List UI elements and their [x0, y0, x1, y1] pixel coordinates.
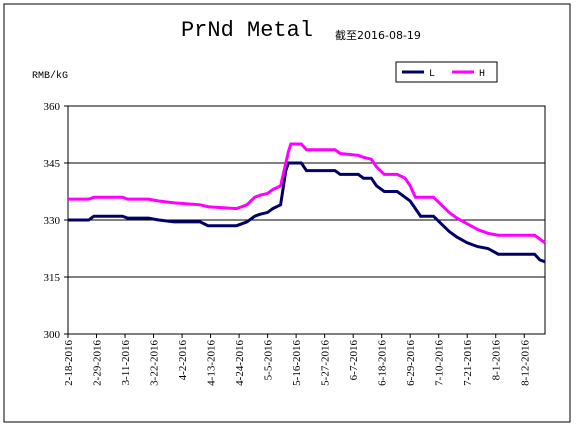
y-tick-label: 360 [44, 101, 61, 113]
x-tick-label: 4-2-2016 [177, 340, 189, 381]
y-tick-label: 315 [44, 272, 61, 284]
y-tick-label: 300 [44, 329, 61, 341]
legend-label: L [429, 69, 435, 80]
x-tick-label: 5-5-2016 [263, 340, 275, 381]
x-tick-label: 2-29-2016 [92, 340, 104, 386]
x-tick-label: 2-18-2016 [63, 340, 75, 386]
x-tick-label: 3-22-2016 [149, 340, 161, 386]
series-line [68, 142, 546, 245]
x-tick-label: 3-11-2016 [120, 340, 132, 386]
chart-subtitle: 截至2016-08-19 [335, 28, 421, 42]
x-tick-label: 6-18-2016 [377, 340, 389, 386]
legend-label: H [479, 69, 485, 80]
y-tick-label: 330 [44, 215, 61, 227]
x-tick-label: 5-27-2016 [320, 340, 332, 386]
series-line [68, 161, 546, 264]
x-tick-label: 6-7-2016 [348, 340, 360, 381]
legend [395, 61, 498, 83]
x-tick-label: 6-29-2016 [405, 340, 417, 386]
y-axis-label: RMB/kG [32, 70, 68, 82]
x-tick-label: 8-12-2016 [519, 340, 531, 386]
chart-title: PrNd Metal [181, 18, 313, 43]
x-tick-label: 7-10-2016 [434, 340, 446, 386]
x-tick-label: 5-16-2016 [291, 340, 303, 386]
y-tick-label: 345 [44, 158, 61, 170]
x-tick-label: 4-13-2016 [206, 340, 218, 386]
x-tick-label: 4-24-2016 [234, 340, 246, 386]
x-tick-label: 7-21-2016 [462, 340, 474, 386]
x-tick-label: 8-1-2016 [491, 340, 503, 381]
